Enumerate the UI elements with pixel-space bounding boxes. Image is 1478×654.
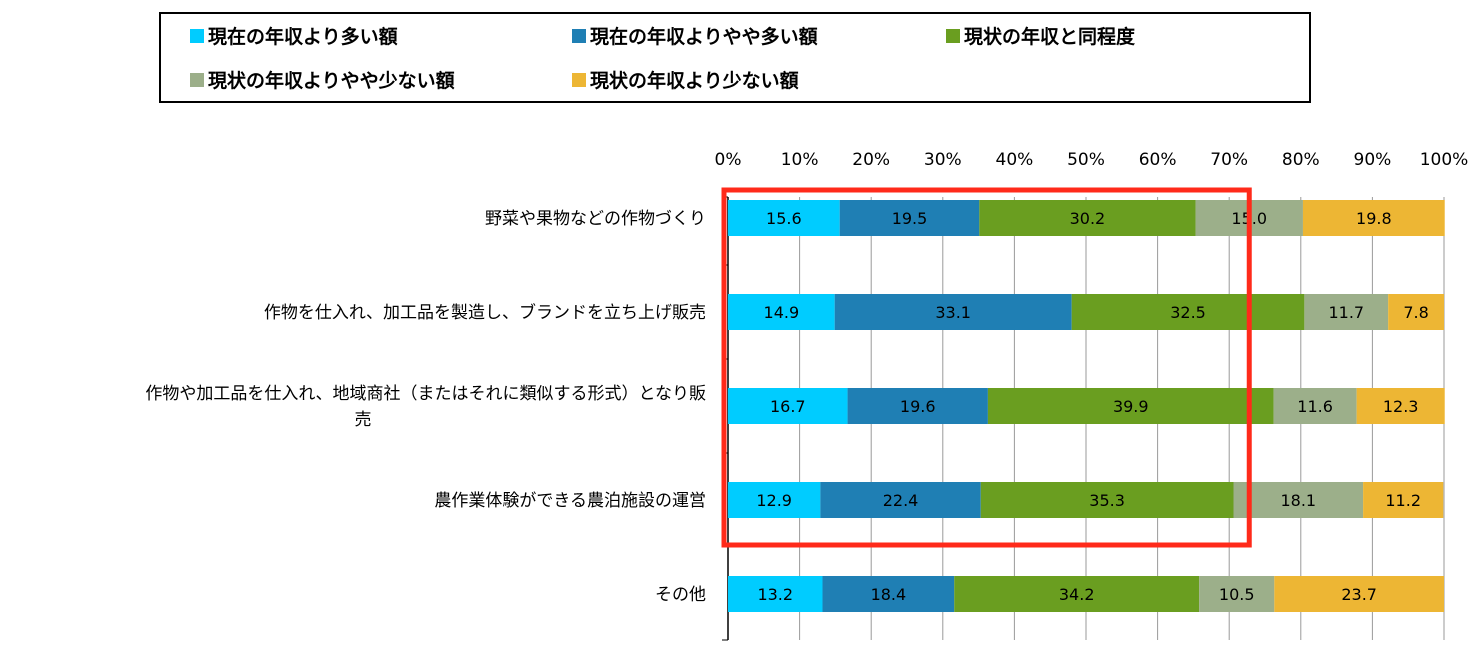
bar-segment: [987, 388, 1274, 424]
bar-segment: [1199, 576, 1275, 612]
x-axis-ticks: 0% 10% 20% 30% 40% 50% 60% 70% 80% 90% 100%: [715, 150, 1469, 170]
legend-label: 現在の年収より多い額: [208, 25, 398, 48]
x-tick-label: 10%: [781, 150, 819, 170]
bar-segment: [822, 576, 955, 612]
bar-segment: [1304, 294, 1389, 330]
bar-segment: [834, 294, 1072, 330]
category-label: 作物や加工品を仕入れ、地域商社（またはそれに類似する形式）となり販: [145, 384, 706, 404]
x-tick-label: 50%: [1067, 150, 1105, 170]
data-label: 11.2: [1385, 491, 1421, 510]
data-label: 19.8: [1356, 209, 1392, 228]
data-label: 7.8: [1403, 303, 1428, 322]
bar-segment: [820, 482, 981, 518]
bar-segment: [839, 200, 980, 236]
bar-segment: [1302, 200, 1445, 236]
data-label: 10.5: [1219, 585, 1255, 604]
bars: 15.6 19.5 30.2 15.0 19.814.9 33.1 32.5 11.7 7.81…: [728, 200, 1445, 612]
legend-label: 現在の年収よりやや多い額: [590, 25, 818, 48]
x-tick-label: 30%: [924, 150, 962, 170]
bar-segment: [1363, 482, 1444, 518]
legend: 現在の年収より多い額 現在の年収よりやや多い額 現状の年収と同程度現状の年収よりやや…: [190, 25, 1136, 92]
x-tick-label: 100%: [1420, 150, 1469, 170]
legend-label: 現状の年収と同程度: [964, 25, 1136, 48]
data-label: 30.2: [1070, 209, 1106, 228]
bar-segment: [728, 200, 840, 236]
x-tick-label: 40%: [996, 150, 1034, 170]
category-label: 野菜や果物などの作物づくり: [485, 209, 706, 229]
data-label: 11.7: [1328, 303, 1364, 322]
data-label: 35.3: [1089, 491, 1125, 510]
legend-swatch: [190, 29, 204, 43]
data-label: 12.9: [756, 491, 792, 510]
data-label: 15.6: [766, 209, 802, 228]
data-label: 18.4: [871, 585, 907, 604]
data-label: 12.3: [1383, 397, 1419, 416]
data-label: 34.2: [1059, 585, 1095, 604]
data-label: 19.6: [900, 397, 936, 416]
legend-label: 現状の年収よりやや少ない額: [208, 69, 455, 92]
bar-segment: [979, 200, 1196, 236]
bar-segment: [1233, 482, 1364, 518]
bar-segment: [1273, 388, 1357, 424]
bar-segment: [728, 576, 823, 612]
legend-label: 現状の年収より少ない額: [590, 69, 799, 92]
data-label: 18.1: [1280, 491, 1316, 510]
legend-swatch: [190, 73, 204, 87]
bar-segment: [847, 388, 988, 424]
data-label: 23.7: [1341, 585, 1377, 604]
data-label: 22.4: [883, 491, 919, 510]
legend-swatch: [946, 29, 960, 43]
x-tick-label: 90%: [1354, 150, 1392, 170]
data-label: 33.1: [935, 303, 971, 322]
data-label: 32.5: [1170, 303, 1206, 322]
annotations: [721, 187, 1252, 548]
bar-segment: [1071, 294, 1305, 330]
x-tick-label: 60%: [1139, 150, 1177, 170]
x-tick-label: 70%: [1210, 150, 1248, 170]
highlight-rectangle: [721, 187, 1252, 548]
data-label: 39.9: [1113, 397, 1149, 416]
bar-segment: [728, 388, 848, 424]
data-label: 13.2: [757, 585, 793, 604]
category-label: その他: [655, 585, 706, 605]
legend-swatch: [572, 29, 586, 43]
bar-segment: [728, 294, 835, 330]
x-tick-label: 0%: [715, 150, 742, 170]
legend-swatch: [572, 73, 586, 87]
bar-segment: [1388, 294, 1444, 330]
data-label: 14.9: [764, 303, 800, 322]
bar-segment: [1274, 576, 1444, 612]
bar-segment: [980, 482, 1234, 518]
legend-box: [159, 12, 1311, 103]
data-label: 19.5: [892, 209, 928, 228]
data-label: 16.7: [770, 397, 806, 416]
bar-segment: [954, 576, 1200, 612]
bar-segment: [728, 482, 821, 518]
category-label: 作物を仕入れ、加工品を製造し、ブランドを立ち上げ販売: [264, 302, 706, 323]
bar-segment: [1356, 388, 1445, 424]
data-label: 11.6: [1297, 397, 1333, 416]
x-tick-label: 20%: [852, 150, 890, 170]
x-tick-label: 80%: [1282, 150, 1320, 170]
category-label-continuation: 売: [355, 410, 372, 430]
category-label: 農作業体験ができる農泊施設の運営: [434, 491, 706, 511]
category-labels: 野菜や果物などの作物づくり作物を仕入れ、加工品を製造し、ブランドを立ち上げ販売作…: [145, 209, 706, 605]
